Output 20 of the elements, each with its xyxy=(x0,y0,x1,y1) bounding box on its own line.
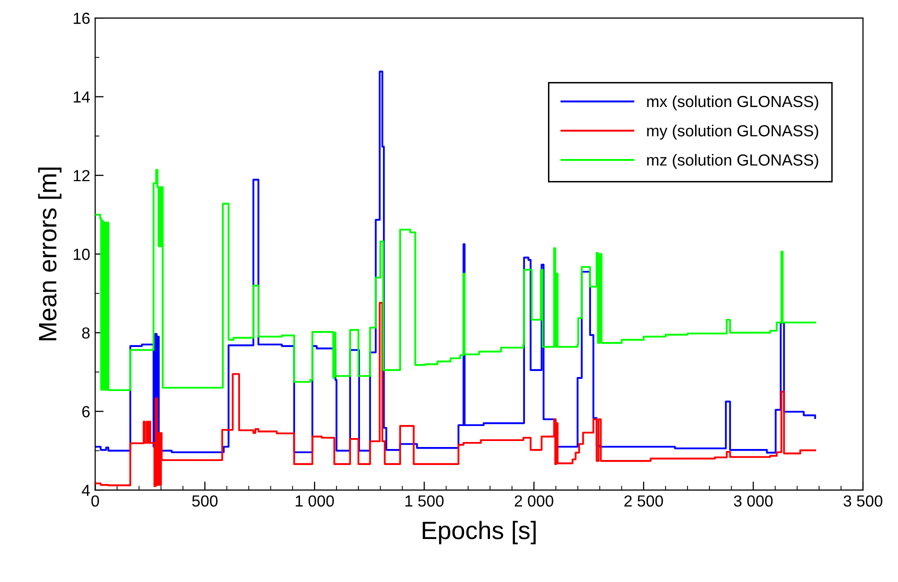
y-tick-label: 6 xyxy=(82,406,90,418)
y-tick-label: 4 xyxy=(82,484,90,496)
legend-label: mx (solution GLONASS) xyxy=(647,95,818,110)
x-tick-label: 0 xyxy=(91,495,100,507)
x-tick-label: 2 000 xyxy=(514,495,554,507)
x-tick-label: 3 500 xyxy=(844,495,882,507)
y-tick-label: 14 xyxy=(74,92,90,102)
y-tick-label: 12 xyxy=(74,170,90,182)
y-axis-title: Mean errors [m] xyxy=(38,168,62,340)
y-tick-label: 10 xyxy=(74,248,90,260)
x-tick-label: 1 000 xyxy=(296,495,334,507)
legend-label: mz (solution GLONASS) xyxy=(647,154,818,169)
x-tick-label: 1 500 xyxy=(405,495,444,507)
x-tick-label: 500 xyxy=(192,495,218,507)
legend-label: my (solution GLONASS) xyxy=(647,124,818,140)
y-tick-label: 8 xyxy=(82,327,90,339)
x-tick-label: 2 500 xyxy=(624,495,663,507)
y-tick-label: 16 xyxy=(74,12,90,24)
x-tick-label: 3 000 xyxy=(734,495,773,507)
x-axis-title: Epochs [s] xyxy=(422,520,536,544)
